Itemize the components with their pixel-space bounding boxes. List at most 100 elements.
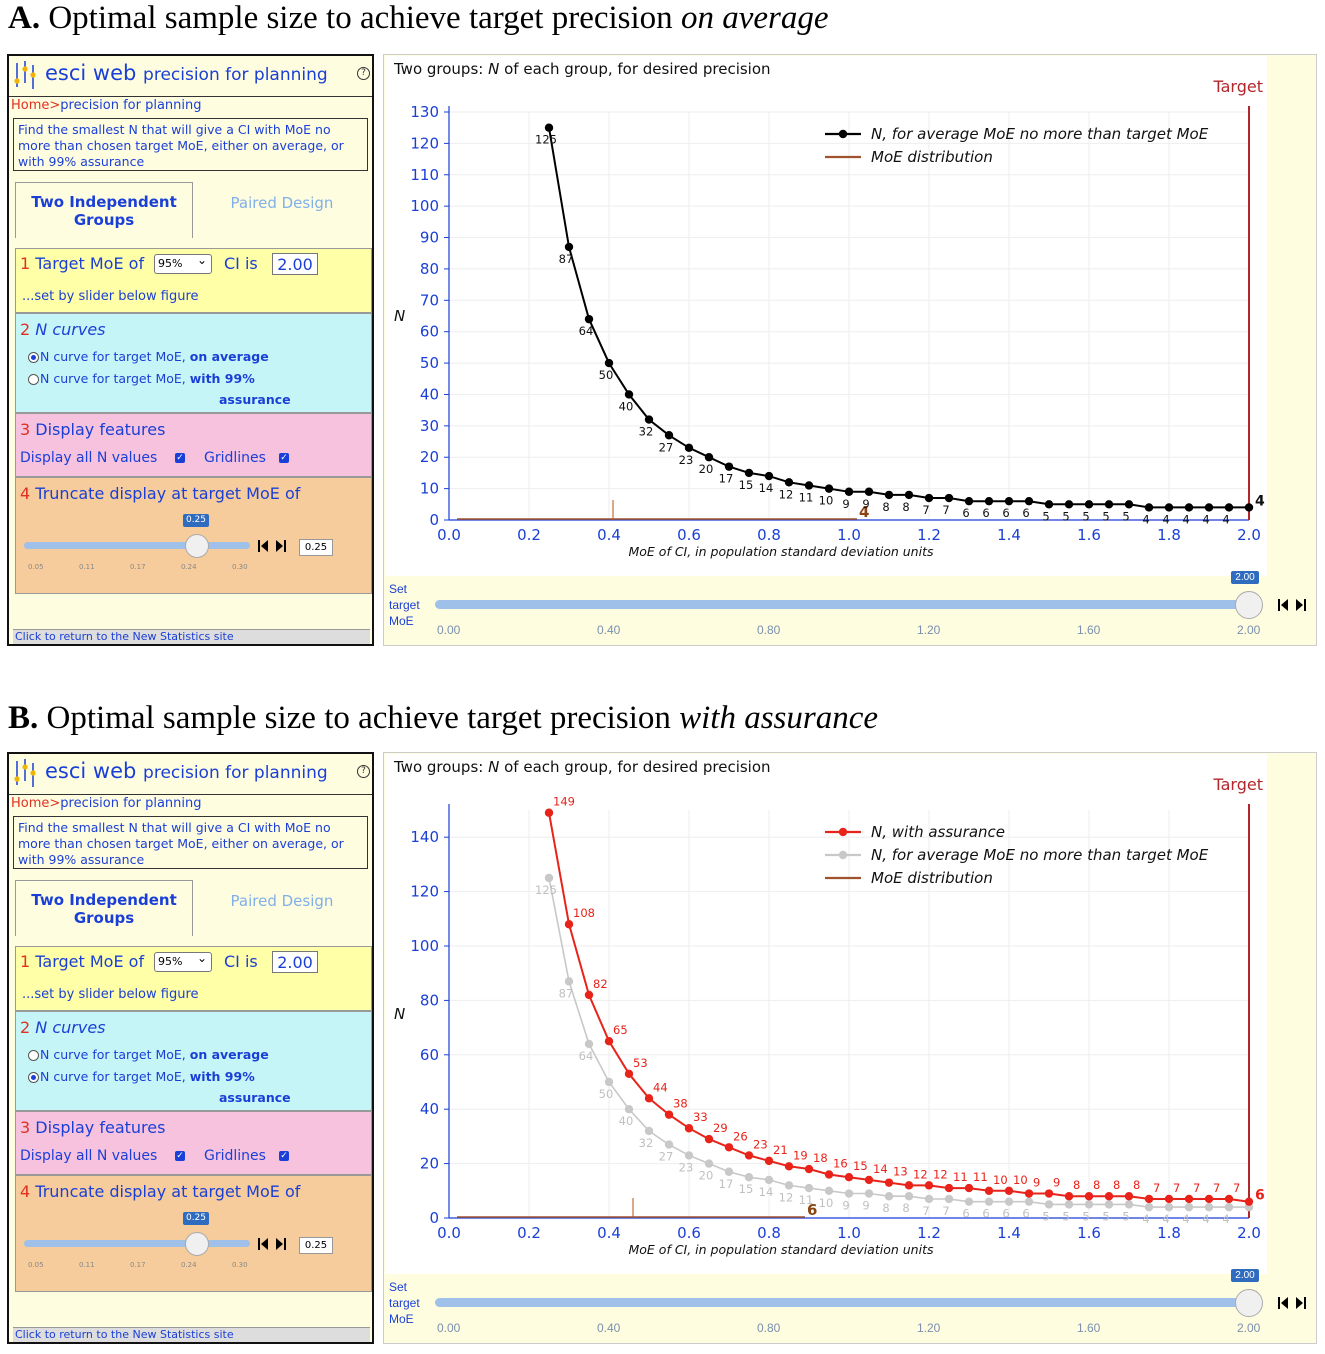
radio-with-assurance[interactable] [28,1072,39,1083]
data-point [684,443,694,453]
data-label: 40 [619,1114,634,1128]
radio-with-assurance-label[interactable]: N curve for target MoE, with 99% [40,1069,255,1084]
target-step-buttons-icon[interactable] [1277,598,1309,612]
data-point [824,1170,834,1179]
target-moe-slider-area: Set target MoE 2.00 0.00 0.40 0.80 1.20 1.60 2.… [385,1269,1315,1343]
truncate-value[interactable]: 0.25 [299,539,333,556]
target-slider-tick-label: 0.40 [597,623,621,637]
data-point [584,990,594,1000]
y-tick-label: 80 [420,991,439,1009]
data-point [1164,1202,1174,1212]
truncate-value[interactable]: 0.25 [299,1237,333,1254]
target-moe-value[interactable]: 2.00 [272,951,318,973]
radio-on-average[interactable] [28,352,39,363]
breadcrumb: Home>precision for planning [11,796,202,811]
display-all-checkbox[interactable]: ✓ [175,453,185,463]
app-brand[interactable]: esci web precision for planning [45,759,328,783]
gridlines-label: Gridlines [204,1148,266,1164]
x-tick-label: 0.2 [517,526,541,544]
data-label: 7 [942,503,949,517]
radio-on-average-label[interactable]: N curve for target MoE, on average [40,349,269,364]
data-point [1184,1202,1194,1212]
tab-paired-design[interactable]: Paired Design [230,194,334,212]
app-brand[interactable]: esci web precision for planning [45,61,328,85]
data-label: 38 [673,1097,688,1111]
x-tick-label: 0.8 [757,1224,781,1242]
data-label: 8 [902,1201,909,1215]
ci-level-select[interactable]: 95% [154,253,212,274]
data-point [924,1194,934,1204]
target-step-buttons-icon[interactable] [1277,1296,1309,1310]
help-icon[interactable]: ? [357,67,370,80]
data-point [864,487,874,496]
data-point [1044,500,1054,509]
gridlines-checkbox[interactable]: ✓ [279,453,289,463]
data-label: 5 [1082,509,1089,523]
data-point [684,1151,694,1160]
tab-two-independent-groups[interactable]: Two Independent Groups [15,182,193,238]
gridlines-checkbox[interactable]: ✓ [279,1151,289,1161]
radio-on-average[interactable] [28,1050,39,1061]
x-tick-label: 1.8 [1157,1224,1181,1242]
truncate-slider-track[interactable] [24,542,250,549]
help-icon[interactable]: ? [357,765,370,778]
truncate-slider-track[interactable] [24,1240,250,1247]
data-label: 32 [639,1136,654,1150]
y-tick-label: 90 [420,229,439,247]
tab-paired-design[interactable]: Paired Design [230,892,334,910]
data-point [1084,500,1094,509]
target-moe-value[interactable]: 2.00 [272,253,318,275]
y-tick-label: 100 [410,937,439,955]
step-buttons-icon[interactable] [258,539,288,553]
data-label: 50 [599,1087,614,1101]
x-tick-label: 0.0 [437,526,461,544]
radio-with-assurance-label[interactable]: N curve for target MoE, with 99% [40,371,255,386]
target-slider-handle[interactable] [1235,1289,1263,1317]
end-value-label: 6 [1255,1188,1265,1204]
y-tick-label: 10 [420,480,439,498]
data-label: 9 [842,497,849,511]
data-point [1084,1200,1094,1209]
step-buttons-icon[interactable] [258,1237,288,1251]
data-point [764,1156,774,1166]
truncate-bubble: 0.25 [183,514,209,527]
data-point [884,490,894,500]
data-label: 10 [993,1173,1008,1187]
home-link[interactable]: Home> [11,98,61,113]
display-all-checkbox[interactable]: ✓ [175,1151,185,1161]
data-point [1004,1186,1014,1195]
ci-level-select[interactable]: 95% [154,951,212,972]
data-label: 5 [1102,1209,1109,1223]
y-tick-label: 30 [420,417,439,435]
tab-two-independent-groups[interactable]: Two Independent Groups [15,880,193,936]
data-point [1064,1200,1074,1209]
data-point [1024,1197,1034,1206]
y-tick-label: 60 [420,1046,439,1064]
app-description: Find the smallest N that will give a CI … [13,118,368,171]
data-point [864,1175,874,1185]
target-label: Target [1213,77,1264,96]
truncate-slider-handle[interactable] [185,534,209,558]
truncate-slider-handle[interactable] [185,1232,209,1256]
footer-link[interactable]: Click to return to the New Statistics si… [13,1327,370,1342]
data-label: 8 [1113,1178,1120,1192]
data-label: 64 [579,1049,594,1063]
home-link[interactable]: Home> [11,796,61,811]
truncate-tick-label: 0.24 [181,1261,197,1269]
radio-with-assurance[interactable] [28,374,39,385]
data-point [604,1037,614,1046]
footer-link[interactable]: Click to return to the New Statistics si… [13,629,370,644]
legend-label: N, for average MoE no more than target M… [871,125,1209,143]
data-point [964,496,974,506]
target-slider-handle[interactable] [1235,591,1263,619]
data-label: 6 [962,506,969,520]
target-slider-track[interactable] [435,600,1257,609]
data-point [1004,496,1014,506]
x-tick-label: 0.4 [597,1224,621,1242]
panel-a-title: A. Optimal sample size to achieve target… [8,0,829,36]
target-slider-track[interactable] [435,1298,1257,1307]
data-point [1164,1194,1174,1204]
data-point [624,1105,634,1114]
data-label: 15 [739,1182,754,1196]
radio-on-average-label[interactable]: N curve for target MoE, on average [40,1047,269,1062]
